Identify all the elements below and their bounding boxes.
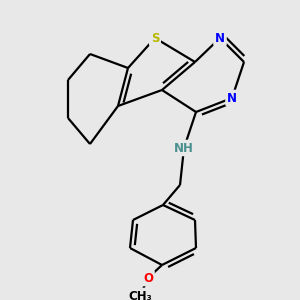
Text: S: S — [151, 32, 159, 44]
Text: CH₃: CH₃ — [128, 290, 152, 300]
Text: N: N — [215, 32, 225, 44]
Text: NH: NH — [174, 142, 194, 154]
Text: N: N — [227, 92, 237, 104]
Text: O: O — [143, 272, 153, 284]
